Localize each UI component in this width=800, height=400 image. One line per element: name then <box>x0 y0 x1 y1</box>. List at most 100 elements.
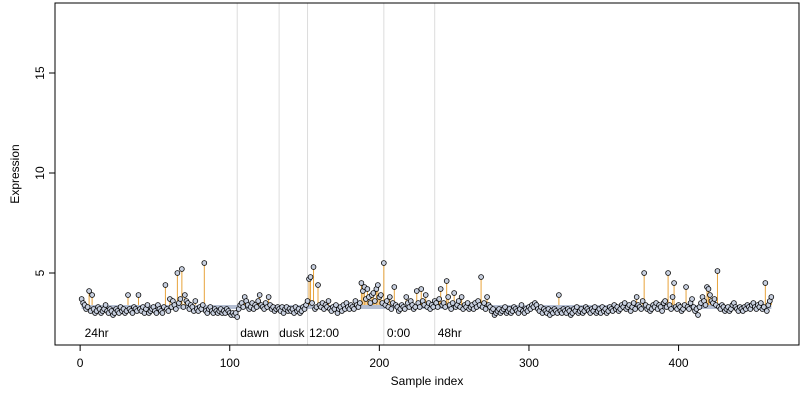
point <box>144 302 151 308</box>
point <box>201 260 208 266</box>
point <box>391 284 398 290</box>
point <box>478 274 484 280</box>
point <box>357 300 363 306</box>
point <box>351 306 357 312</box>
point <box>641 270 647 276</box>
annotation: 0:00 <box>387 326 411 340</box>
y-axis-label: Expression <box>8 144 22 203</box>
point <box>451 290 457 296</box>
point <box>372 298 378 304</box>
point <box>265 294 272 300</box>
point <box>705 286 712 292</box>
point <box>481 300 487 306</box>
point <box>304 298 311 304</box>
point <box>659 308 665 314</box>
point <box>309 300 315 306</box>
x-tick-label: 400 <box>669 356 689 370</box>
point <box>86 288 92 294</box>
point <box>177 296 184 302</box>
x-tick-label: 100 <box>220 356 240 370</box>
point <box>437 286 444 292</box>
annotation: 24hr <box>85 326 109 340</box>
point <box>182 292 188 298</box>
point <box>707 292 713 298</box>
point <box>180 304 187 310</box>
point <box>556 292 562 298</box>
point <box>639 298 646 304</box>
point <box>416 304 423 310</box>
point <box>434 304 441 310</box>
annotation: 48hr <box>438 326 462 340</box>
point <box>325 298 332 304</box>
point <box>702 302 709 308</box>
y-tick-label: 10 <box>33 166 47 180</box>
point <box>686 306 692 312</box>
point <box>443 278 450 284</box>
point <box>518 302 525 308</box>
point <box>174 270 181 276</box>
point <box>761 304 767 310</box>
point <box>135 292 142 298</box>
annotation: dawn <box>240 326 269 340</box>
point <box>630 300 637 306</box>
x-axis-label: Sample index <box>391 374 464 388</box>
point <box>436 296 442 302</box>
point <box>179 266 185 272</box>
point <box>418 286 425 292</box>
point <box>591 304 598 310</box>
point <box>162 282 169 288</box>
annotation: 12:00 <box>309 326 339 340</box>
point <box>102 302 109 308</box>
point <box>129 310 136 316</box>
point <box>768 294 775 300</box>
point <box>621 300 628 306</box>
point <box>192 298 199 304</box>
point <box>310 264 317 270</box>
point <box>662 298 668 304</box>
point <box>413 288 420 294</box>
point <box>448 306 454 312</box>
point <box>401 306 408 312</box>
point <box>574 304 580 310</box>
point <box>455 298 462 304</box>
point <box>125 292 131 298</box>
point <box>240 304 247 310</box>
point <box>173 306 179 312</box>
point <box>255 298 261 304</box>
point <box>422 292 429 298</box>
point <box>315 282 321 288</box>
point <box>256 292 263 298</box>
point <box>234 314 241 320</box>
point <box>714 268 721 274</box>
point <box>762 280 769 286</box>
point <box>364 286 371 292</box>
point <box>165 308 172 314</box>
point <box>89 292 95 298</box>
point <box>484 294 490 300</box>
point <box>758 300 764 306</box>
point <box>490 306 496 312</box>
point <box>367 300 374 306</box>
point <box>333 302 339 308</box>
point <box>683 284 689 290</box>
point <box>633 294 640 300</box>
point <box>84 304 91 310</box>
point <box>153 310 160 316</box>
point <box>445 294 451 300</box>
point <box>502 304 508 310</box>
point <box>689 296 695 302</box>
point <box>381 260 387 266</box>
point <box>387 294 393 300</box>
point <box>668 306 674 312</box>
point <box>458 294 465 300</box>
x-tick-label: 0 <box>77 356 84 370</box>
point <box>665 270 671 276</box>
point <box>358 280 365 286</box>
point <box>388 306 395 312</box>
point <box>403 294 410 300</box>
plot-frame <box>54 2 800 346</box>
point <box>253 304 260 310</box>
point <box>764 308 770 314</box>
point <box>695 312 701 318</box>
